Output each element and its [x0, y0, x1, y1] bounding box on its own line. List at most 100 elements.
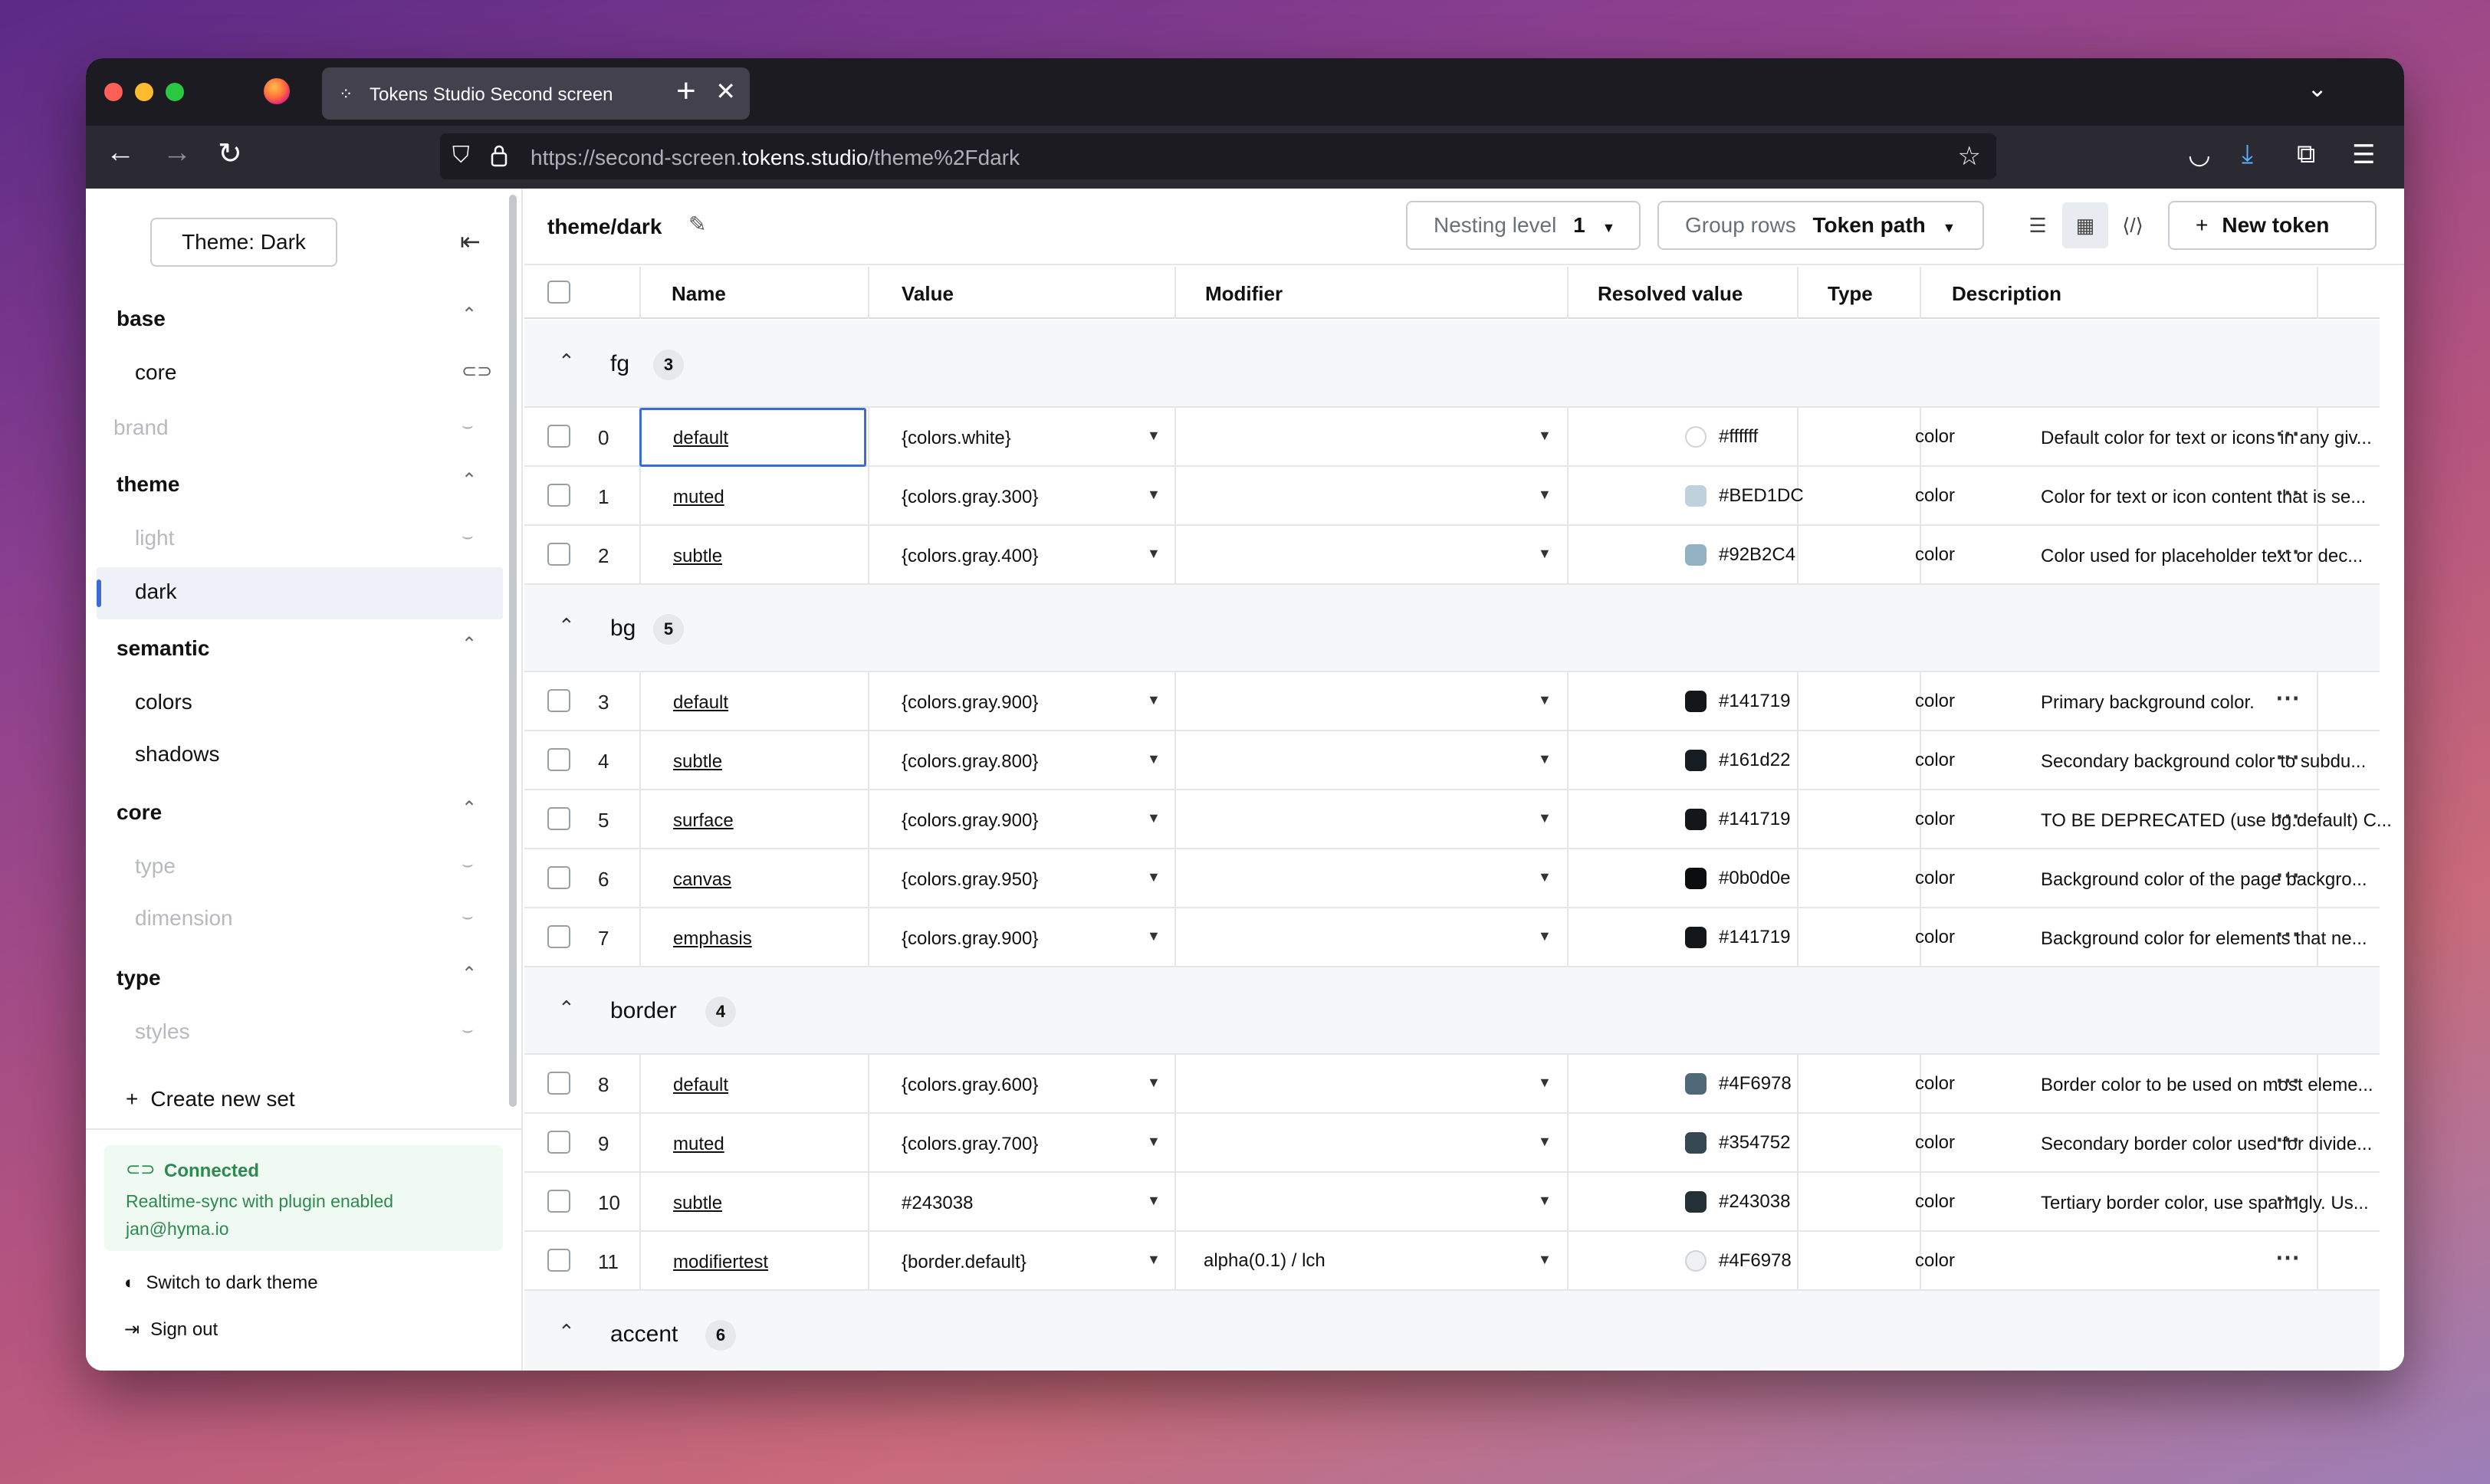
row-checkbox[interactable] — [547, 1072, 570, 1095]
column-header-name[interactable]: Name — [672, 282, 726, 305]
nesting-level-select[interactable]: Nesting level 1 ▼ — [1406, 201, 1641, 250]
row-checkbox[interactable] — [547, 748, 570, 771]
row-checkbox[interactable] — [547, 1190, 570, 1213]
token-value-select[interactable]: {colors.gray.800} — [902, 751, 1039, 772]
column-header-value[interactable]: Value — [902, 282, 954, 305]
token-value-select[interactable]: {colors.gray.400} — [902, 546, 1039, 566]
group-row-accent[interactable]: ⌃ accent 6 — [524, 1291, 2380, 1371]
token-name-link[interactable]: modifiertest — [673, 1252, 769, 1272]
caret-down-icon[interactable]: ▼ — [1147, 692, 1161, 708]
caret-down-icon[interactable]: ▼ — [1538, 1134, 1552, 1149]
set-light[interactable]: light — [135, 526, 175, 550]
set-dimension[interactable]: dimension — [135, 906, 233, 930]
eye-closed-icon[interactable]: ⌣ — [462, 415, 474, 436]
eye-closed-icon[interactable]: ⌣ — [462, 1019, 474, 1040]
url-bar[interactable]: ⛉ https://second-screen.tokens.studio/th… — [440, 133, 1996, 179]
caret-down-icon[interactable]: ▼ — [1538, 1193, 1552, 1208]
chevron-up-icon[interactable]: ⌃ — [558, 350, 575, 373]
set-core[interactable]: core — [135, 360, 177, 384]
token-name-link[interactable]: canvas — [673, 869, 732, 890]
row-checkbox[interactable] — [547, 1249, 570, 1272]
token-name-link[interactable]: subtle — [673, 751, 723, 772]
more-options-icon[interactable]: ⋯ — [2275, 1066, 2300, 1094]
caret-down-icon[interactable]: ▼ — [1147, 1134, 1161, 1149]
collapse-sidebar-icon[interactable]: ⇤ — [460, 228, 481, 255]
caret-down-icon[interactable]: ▼ — [1538, 869, 1552, 885]
group-row-bg[interactable]: ⌃ bg 5 — [524, 585, 2380, 672]
chevron-up-icon[interactable]: ⌃ — [462, 304, 478, 325]
token-name-link[interactable]: default — [673, 692, 729, 713]
group-type[interactable]: type — [117, 966, 161, 990]
token-value-select[interactable]: {colors.gray.900} — [902, 810, 1039, 831]
caret-down-icon[interactable]: ▼ — [1538, 810, 1552, 826]
chevron-up-icon[interactable]: ⌃ — [462, 964, 478, 984]
token-name-link[interactable]: subtle — [673, 1193, 723, 1213]
shield-icon[interactable]: ⛉ — [452, 143, 470, 168]
firefox-icon[interactable] — [264, 78, 290, 104]
token-value-select[interactable]: {colors.gray.900} — [902, 692, 1039, 713]
caret-down-icon[interactable]: ▼ — [1538, 928, 1552, 944]
more-options-icon[interactable]: ⋯ — [2275, 419, 2300, 447]
token-name-link[interactable]: surface — [673, 810, 734, 831]
set-brand[interactable]: brand — [113, 415, 169, 439]
sign-out-button[interactable]: ⇥ Sign out — [124, 1318, 218, 1341]
more-options-icon[interactable]: ⋯ — [2275, 1125, 2300, 1153]
more-options-icon[interactable]: ⋯ — [2275, 861, 2300, 888]
chevron-up-icon[interactable]: ⌃ — [462, 470, 478, 491]
token-value-select[interactable]: #243038 — [902, 1193, 974, 1213]
chevron-up-icon[interactable]: ⌃ — [558, 996, 575, 1019]
caret-down-icon[interactable]: ▼ — [1147, 928, 1161, 944]
more-options-icon[interactable]: ⋯ — [2275, 920, 2300, 947]
group-row-border[interactable]: ⌃ border 4 — [524, 967, 2380, 1055]
minimize-window-button[interactable] — [135, 83, 153, 101]
caret-down-icon[interactable]: ▼ — [1147, 751, 1161, 767]
caret-down-icon[interactable]: ▼ — [1147, 546, 1161, 561]
row-checkbox[interactable] — [547, 425, 570, 448]
modifier-select[interactable]: alpha(0.1) / lch — [1204, 1250, 1325, 1271]
column-header-resolved[interactable]: Resolved value — [1598, 282, 1743, 305]
token-value-select[interactable]: {colors.white} — [902, 428, 1011, 448]
column-header-description[interactable]: Description — [1952, 282, 2062, 305]
more-options-icon[interactable]: ⋯ — [2275, 1184, 2300, 1212]
chevron-up-icon[interactable]: ⌃ — [462, 798, 478, 819]
token-value-select[interactable]: {border.default} — [902, 1252, 1027, 1272]
caret-down-icon[interactable]: ▼ — [1538, 751, 1552, 767]
eye-closed-icon[interactable]: ⌣ — [462, 906, 474, 927]
caret-down-icon[interactable]: ▼ — [1147, 428, 1161, 443]
row-checkbox[interactable] — [547, 925, 570, 948]
tab-list-chevron-icon[interactable]: ⌄ — [2307, 74, 2327, 102]
tab-close-icon[interactable]: ✕ — [715, 77, 736, 105]
caret-down-icon[interactable]: ▼ — [1147, 1252, 1161, 1267]
list-view-icon[interactable]: ☰ — [2028, 214, 2047, 237]
caret-down-icon[interactable]: ▼ — [1538, 487, 1552, 502]
new-tab-button[interactable]: + — [676, 72, 696, 110]
theme-selector-button[interactable]: Theme: Dark — [150, 218, 337, 267]
token-value-select[interactable]: {colors.gray.700} — [902, 1134, 1039, 1154]
group-row-fg[interactable]: ⌃ fg 3 — [524, 320, 2380, 408]
row-checkbox[interactable] — [547, 484, 570, 507]
switch-theme-button[interactable]: ◐ Switch to dark theme — [124, 1272, 318, 1294]
token-value-select[interactable]: {colors.gray.600} — [902, 1075, 1039, 1095]
close-window-button[interactable] — [104, 83, 123, 101]
browser-tab[interactable]: ⁘ Tokens Studio Second screen ✕ — [322, 67, 750, 120]
menu-icon[interactable]: ☰ — [2352, 140, 2376, 169]
more-options-icon[interactable]: ⋯ — [2275, 743, 2300, 770]
token-value-select[interactable]: {colors.gray.950} — [902, 869, 1039, 890]
chevron-up-icon[interactable]: ⌃ — [558, 614, 575, 637]
caret-down-icon[interactable]: ▼ — [1147, 1193, 1161, 1208]
code-view-icon[interactable]: ⟨/⟩ — [2122, 214, 2143, 237]
caret-down-icon[interactable]: ▼ — [1147, 869, 1161, 885]
eye-closed-icon[interactable]: ⌣ — [462, 526, 474, 547]
row-checkbox[interactable] — [547, 807, 570, 830]
token-value-select[interactable]: {colors.gray.300} — [902, 487, 1039, 507]
forward-button[interactable]: → — [163, 136, 192, 169]
more-options-icon[interactable]: ⋯ — [2275, 802, 2300, 829]
download-icon[interactable]: ⤓ — [2242, 140, 2254, 169]
caret-down-icon[interactable]: ▼ — [1538, 692, 1552, 708]
table-view-icon[interactable]: ▦ — [2062, 202, 2108, 248]
token-value-select[interactable]: {colors.gray.900} — [902, 928, 1039, 949]
group-rows-select[interactable]: Group rows Token path ▼ — [1657, 201, 1984, 250]
select-all-checkbox[interactable] — [547, 281, 570, 304]
maximize-window-button[interactable] — [166, 83, 184, 101]
more-options-icon[interactable]: ⋯ — [2275, 478, 2300, 506]
